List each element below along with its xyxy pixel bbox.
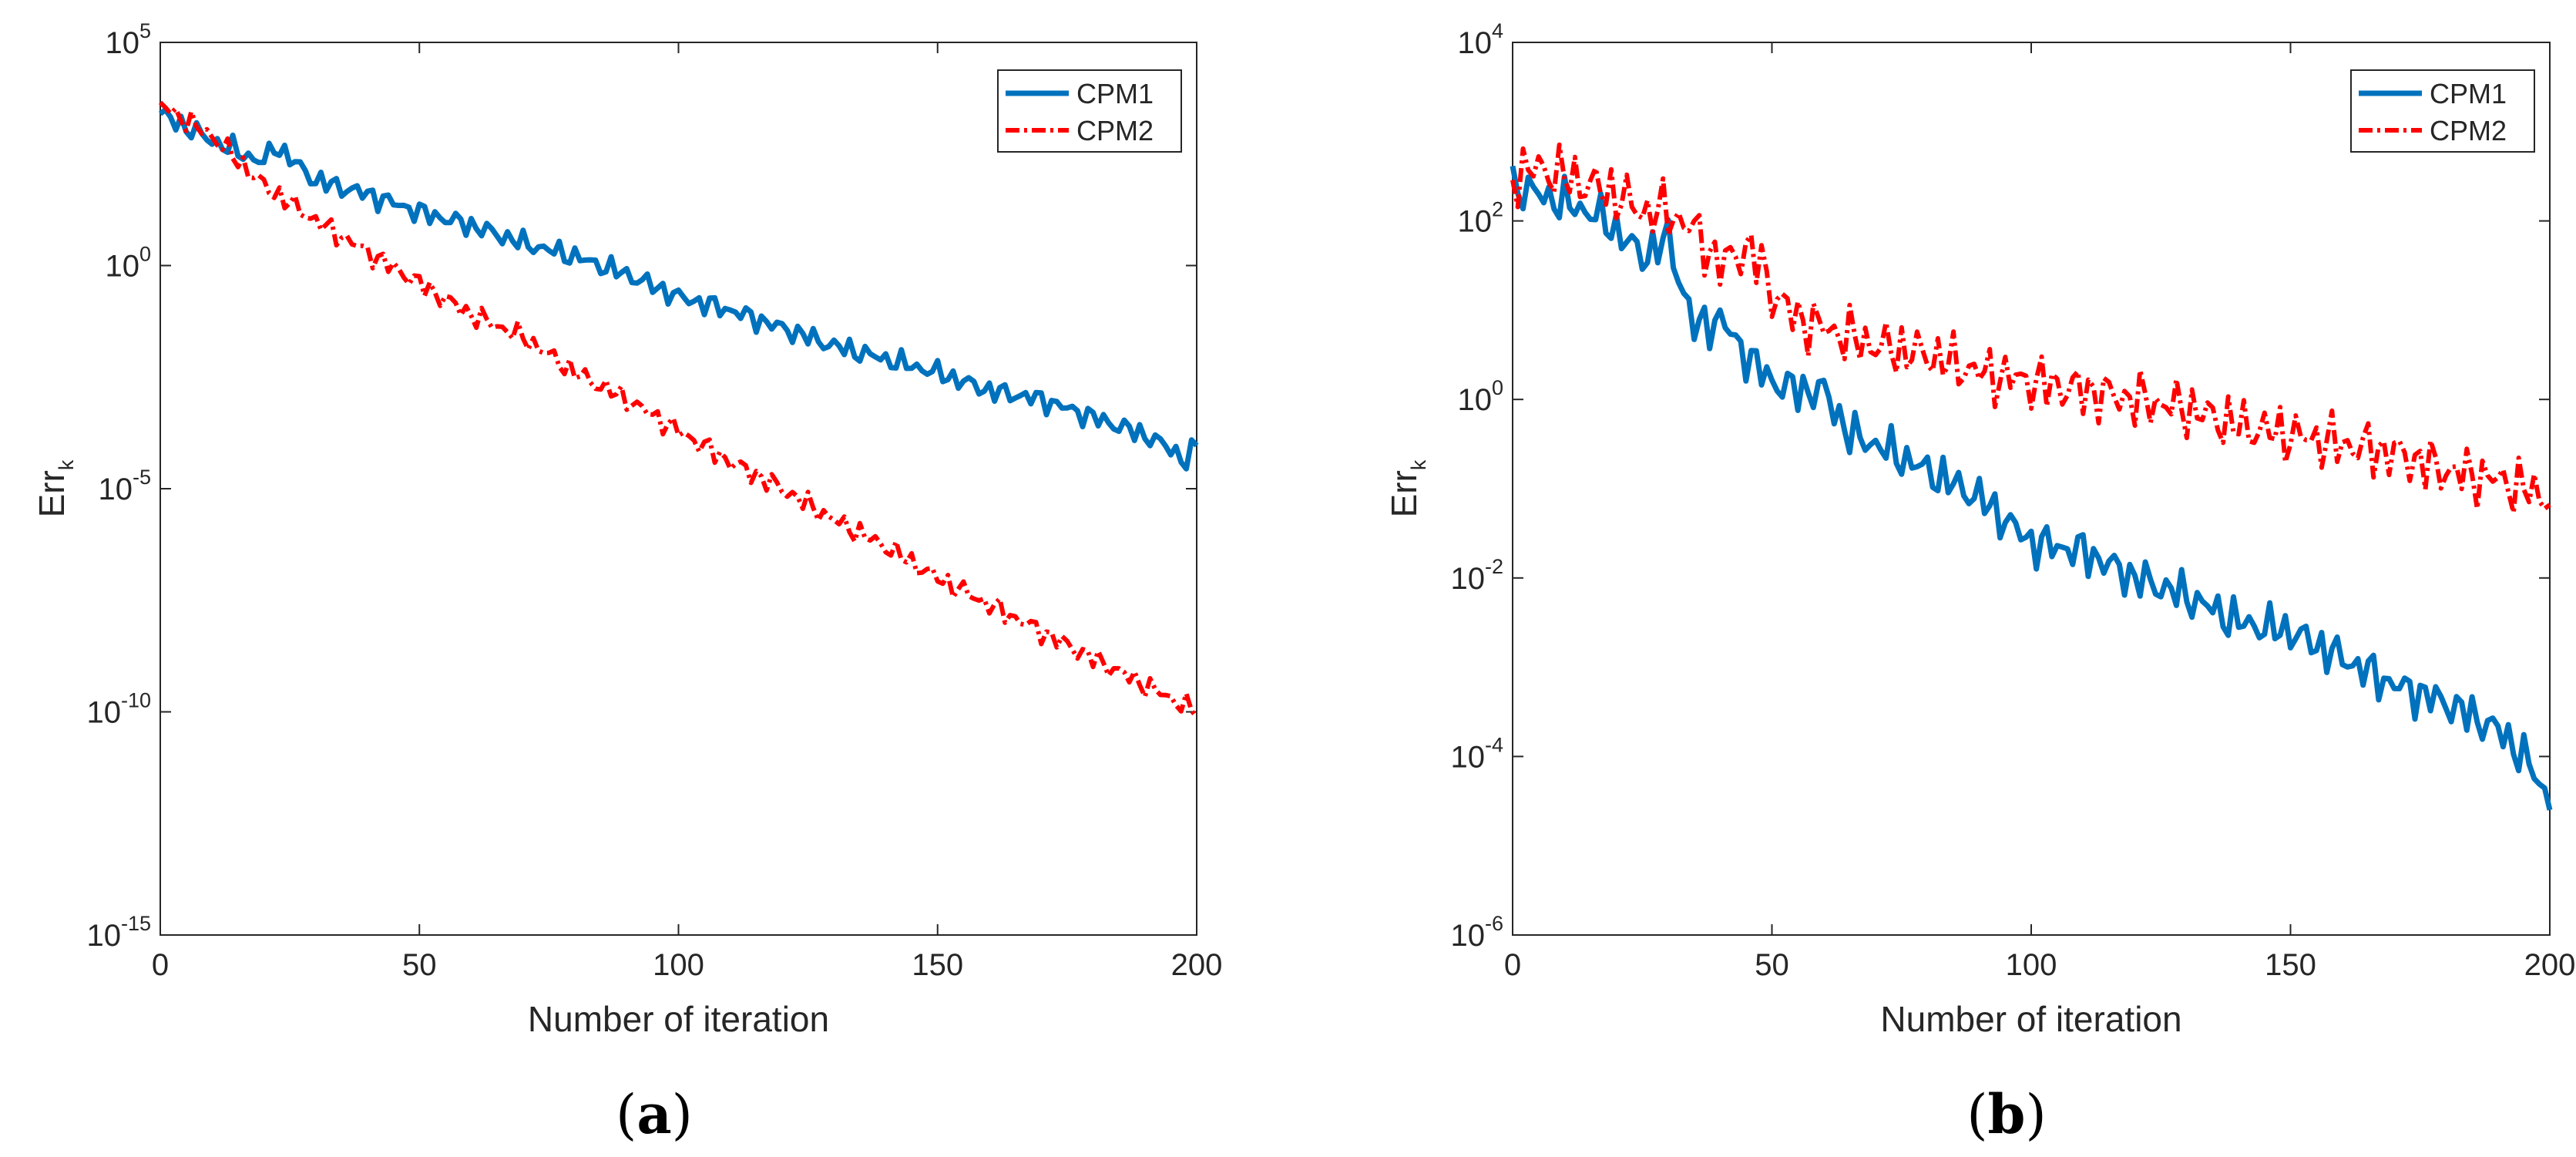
series-line-cpm2 (158, 100, 1199, 719)
panel-label-part: ( (616, 1083, 636, 1146)
legend-box (997, 69, 1182, 153)
x-axis-title: Number of iteration (528, 999, 829, 1039)
y-tick-label: 10-6 (1450, 912, 1503, 953)
y-tick-label: 10-10 (86, 689, 151, 730)
y-tick-base: 10 (1450, 562, 1485, 596)
panel-label-part: b (1988, 1082, 2026, 1146)
y-tick-base: 10 (105, 26, 139, 60)
y-tick-label: 104 (1457, 19, 1503, 60)
y-tick-base: 10 (1457, 383, 1492, 417)
y-tick-exponent: 0 (139, 243, 151, 266)
legend-label-cpm2: CPM2 (2430, 115, 2507, 146)
y-tick-base: 10 (105, 250, 139, 284)
y-axis-title: Errk (1384, 459, 1430, 517)
panel-label-part: ) (2025, 1083, 2046, 1146)
x-tick-label: 50 (402, 948, 437, 982)
y-axis-title-subscript: k (1407, 459, 1430, 470)
panel-label: (b) (1966, 1082, 2047, 1146)
y-tick-exponent: -2 (1485, 555, 1503, 578)
y-tick-base: 10 (98, 473, 133, 506)
x-tick-label: 200 (2524, 948, 2576, 982)
legend-label-cpm1: CPM1 (1076, 78, 1154, 109)
x-tick-label: 150 (2265, 948, 2316, 982)
y-tick-label: 102 (1457, 198, 1503, 239)
y-tick-base: 10 (1457, 26, 1492, 60)
panel-label-part: a (636, 1082, 671, 1146)
x-axis-title: Number of iteration (1880, 999, 2181, 1039)
legend-label-cpm2: CPM2 (1076, 115, 1154, 146)
x-tick-label: 100 (653, 948, 704, 982)
y-tick-exponent: 4 (1492, 19, 1503, 42)
y-axis-title-main: Err (32, 470, 72, 517)
y-axis-title: Errk (32, 459, 78, 517)
series-line-cpm2 (1510, 142, 2551, 516)
legend-label-cpm1: CPM1 (2430, 78, 2507, 109)
y-tick-exponent: 2 (1492, 198, 1503, 221)
y-tick-exponent: -10 (121, 689, 151, 712)
x-tick-label: 50 (1755, 948, 1789, 982)
panel-label-part: ( (1966, 1083, 1987, 1146)
x-tick-label: 150 (912, 948, 963, 982)
y-tick-exponent: 0 (1492, 376, 1503, 399)
panel-label-part: ) (672, 1083, 693, 1146)
y-tick-exponent: -6 (1485, 912, 1503, 935)
x-tick-label: 0 (1504, 948, 1521, 982)
chart-panel-b: 0 50 100 150 20010-610-410-2100102104Number … (1384, 19, 2575, 1146)
y-tick-exponent: -4 (1485, 733, 1503, 756)
y-tick-label: 100 (105, 243, 151, 284)
y-tick-label: 105 (105, 19, 151, 60)
x-tick-label: 0 (152, 948, 169, 982)
y-tick-label: 10-5 (98, 466, 151, 506)
y-tick-exponent: -5 (133, 466, 151, 489)
y-tick-base: 10 (1450, 919, 1485, 953)
legend-box (2350, 69, 2535, 153)
y-tick-label: 10-4 (1450, 733, 1503, 774)
y-tick-base: 10 (86, 696, 121, 730)
y-tick-exponent: 5 (139, 19, 151, 42)
series-line-cpm1 (158, 107, 1199, 472)
x-tick-label: 200 (1171, 948, 1223, 982)
y-tick-base: 10 (1457, 205, 1492, 239)
y-axis-title-subscript: k (55, 459, 78, 470)
y-tick-base: 10 (86, 919, 121, 953)
y-tick-label: 10-2 (1450, 555, 1503, 596)
y-tick-label: 100 (1457, 376, 1503, 417)
x-tick-label: 100 (2006, 948, 2057, 982)
y-tick-base: 10 (1450, 740, 1485, 774)
y-axis-title-main: Err (1384, 470, 1424, 517)
y-tick-label: 10-15 (86, 912, 151, 953)
panel-label: (a) (616, 1082, 693, 1146)
series-line-cpm1 (1510, 165, 2553, 811)
y-tick-exponent: -15 (121, 912, 151, 935)
